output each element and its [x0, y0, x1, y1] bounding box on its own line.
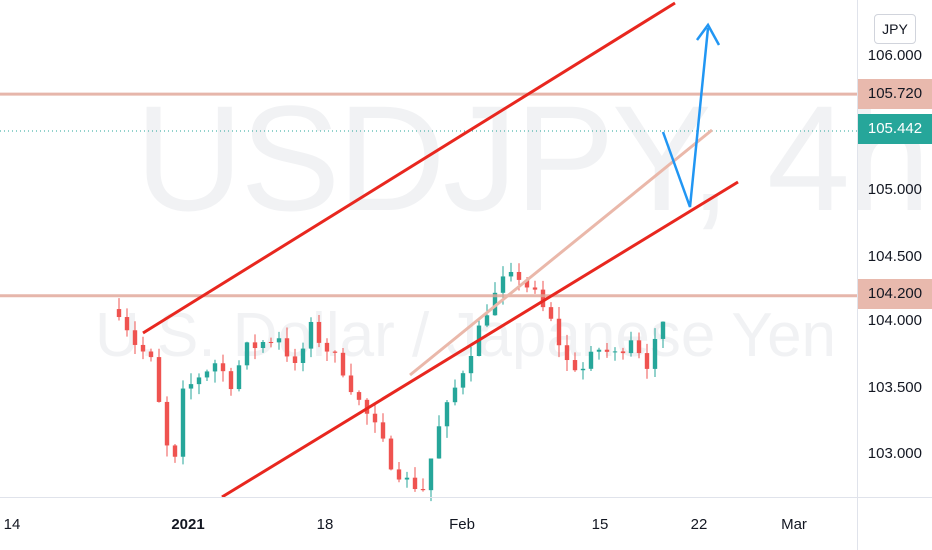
- candle-body: [276, 338, 282, 343]
- x-tick-label: Feb: [449, 516, 475, 533]
- candle-body: [412, 477, 418, 490]
- candle-body: [380, 422, 386, 439]
- candle-body: [588, 351, 594, 369]
- price-tag-support: 104.200: [858, 279, 932, 309]
- price-tag-last: 105.442: [858, 114, 932, 144]
- x-tick-label: 15: [591, 516, 609, 533]
- candle-body: [308, 321, 314, 349]
- candle-body: [636, 340, 642, 354]
- candle-body: [172, 445, 178, 457]
- price-tag-resistance: 105.720: [858, 79, 932, 109]
- y-tick-label: 104.500: [867, 248, 922, 265]
- y-tick-label: 106.000: [867, 47, 922, 64]
- projection-path: [661, 27, 710, 208]
- candle-body: [356, 392, 362, 400]
- candle-body: [212, 363, 218, 372]
- candle-body: [428, 458, 434, 491]
- y-tick-label: 104.000: [867, 312, 922, 329]
- candle-body: [396, 469, 402, 480]
- channel-upper-line: [142, 1, 676, 335]
- candle-body: [316, 321, 322, 343]
- candle-body: [420, 489, 426, 491]
- candle-body: [388, 438, 394, 470]
- candle-body: [244, 342, 250, 366]
- candle-body: [228, 371, 234, 390]
- description-watermark: U.S. Dollar / Japanese Yen: [95, 301, 837, 370]
- x-tick-label: 2021: [171, 516, 205, 533]
- candle-body: [564, 345, 570, 361]
- candle-body: [612, 351, 618, 353]
- x-tick-label: 14: [3, 516, 21, 533]
- candle-body: [468, 355, 474, 374]
- candle-body: [348, 375, 354, 393]
- x-tick-label: 18: [316, 516, 334, 533]
- candle-body: [164, 401, 170, 446]
- candle-body: [572, 360, 578, 371]
- candle-body: [332, 351, 338, 353]
- candle-body: [460, 373, 466, 388]
- candle-body: [372, 413, 378, 423]
- candle-body: [132, 330, 138, 345]
- candle-body: [124, 317, 130, 331]
- candle-body: [268, 341, 274, 343]
- candle-body: [596, 349, 602, 352]
- candle-body: [340, 352, 346, 376]
- candle-body: [452, 387, 458, 403]
- currency-button[interactable]: JPY: [874, 14, 916, 44]
- candle-body: [652, 338, 658, 369]
- channel-lower-line: [221, 180, 739, 499]
- candle-body: [236, 365, 242, 390]
- candle-body: [604, 349, 610, 352]
- candle-body: [580, 368, 586, 371]
- x-tick-label: Mar: [781, 516, 807, 533]
- candle-body: [484, 315, 490, 326]
- candle-body: [532, 287, 538, 290]
- projection-arrowhead: [695, 22, 721, 46]
- candle-body: [196, 377, 202, 385]
- candle-body: [404, 477, 410, 480]
- candle-body: [444, 402, 450, 427]
- price-axis-divider: [857, 0, 858, 550]
- candle-body: [540, 289, 546, 308]
- candle-body: [660, 321, 666, 339]
- candle-body: [492, 292, 498, 316]
- candle-body: [436, 426, 442, 459]
- candle-body: [180, 388, 186, 457]
- candle-body: [284, 338, 290, 357]
- candle-body: [116, 309, 122, 318]
- candle-body: [156, 357, 162, 402]
- x-tick-label: 22: [690, 516, 708, 533]
- candle-body: [300, 348, 306, 363]
- candle-body: [204, 371, 210, 378]
- candle-body: [516, 271, 522, 280]
- candle-body: [628, 340, 634, 354]
- candle-body: [524, 279, 530, 288]
- y-tick-label: 105.000: [867, 181, 922, 198]
- candle-body: [148, 351, 154, 358]
- candle-body: [324, 342, 330, 352]
- candle-body: [548, 307, 554, 319]
- trend-line: [409, 128, 713, 377]
- candle-body: [508, 271, 514, 277]
- candle-body: [620, 351, 626, 354]
- candle-body: [220, 363, 226, 372]
- time-axis-divider: [0, 497, 932, 498]
- candle-body: [252, 342, 258, 349]
- candle-body: [556, 318, 562, 346]
- candle-body: [188, 384, 194, 389]
- candle-body: [500, 276, 506, 293]
- candle-body: [644, 353, 650, 369]
- candle-body: [260, 341, 266, 349]
- candle-body: [140, 344, 146, 352]
- candle-body: [292, 356, 298, 363]
- y-tick-label: 103.000: [867, 445, 922, 462]
- y-tick-label: 103.500: [867, 379, 922, 396]
